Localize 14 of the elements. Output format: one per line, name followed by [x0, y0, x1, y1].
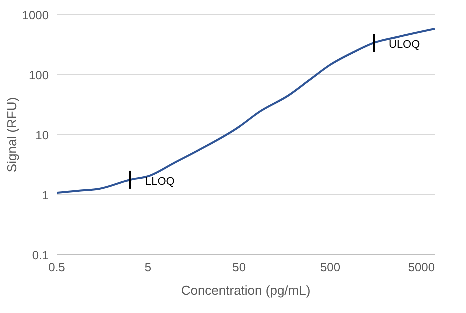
annotation: LLOQ [146, 176, 176, 188]
y-tick-label: 10 [36, 128, 50, 142]
x-axis-title: Concentration (pg/mL) [181, 283, 311, 298]
x-tick-label: 500 [320, 260, 341, 275]
y-tick-label: 100 [28, 68, 50, 82]
y-tick-label: 1000 [22, 8, 50, 22]
x-tick-label: 5 [144, 260, 152, 275]
x-tick-label: 0.5 [48, 260, 66, 275]
y-tick-label: 0.1 [32, 248, 50, 262]
y-axis-title: Signal (RFU) [4, 97, 20, 173]
x-tick-label: 5000 [408, 260, 436, 275]
x-tick-label: 50 [232, 260, 246, 275]
annotation: ULOQ [389, 39, 421, 52]
y-tick-label: 1 [42, 188, 50, 202]
